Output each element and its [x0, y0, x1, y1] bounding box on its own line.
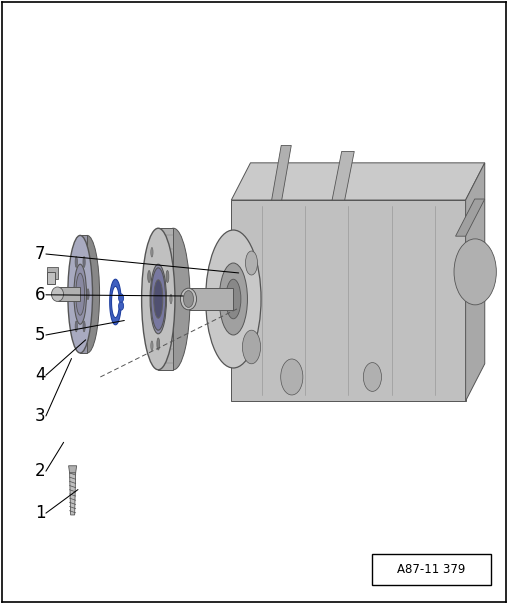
Ellipse shape [151, 341, 153, 350]
Ellipse shape [226, 279, 241, 319]
Polygon shape [466, 163, 485, 401]
Ellipse shape [157, 338, 160, 350]
Ellipse shape [118, 294, 123, 302]
Polygon shape [188, 288, 233, 310]
Ellipse shape [166, 271, 169, 283]
Ellipse shape [219, 263, 247, 335]
Ellipse shape [151, 268, 166, 330]
Ellipse shape [77, 279, 83, 309]
Text: 6: 6 [35, 286, 45, 304]
Bar [47, 272, 55, 284]
Text: 4: 4 [35, 366, 45, 384]
Ellipse shape [68, 236, 92, 353]
Polygon shape [80, 236, 87, 353]
Ellipse shape [87, 289, 89, 300]
Ellipse shape [75, 257, 77, 268]
Ellipse shape [74, 264, 86, 324]
Ellipse shape [75, 236, 100, 353]
Ellipse shape [142, 228, 175, 370]
Ellipse shape [363, 362, 382, 391]
Polygon shape [231, 163, 485, 200]
Ellipse shape [83, 321, 85, 332]
Ellipse shape [148, 271, 150, 283]
Ellipse shape [245, 251, 258, 275]
Ellipse shape [71, 289, 74, 300]
Ellipse shape [75, 321, 77, 332]
Ellipse shape [150, 264, 167, 334]
Ellipse shape [51, 287, 64, 301]
Polygon shape [57, 287, 80, 301]
FancyBboxPatch shape [372, 554, 491, 585]
Ellipse shape [206, 230, 261, 368]
Ellipse shape [170, 294, 172, 304]
Text: 2: 2 [35, 462, 45, 480]
Ellipse shape [281, 359, 303, 395]
Polygon shape [272, 146, 291, 200]
Text: 1: 1 [35, 504, 45, 522]
Polygon shape [110, 279, 121, 325]
Text: 7: 7 [35, 245, 45, 263]
Ellipse shape [118, 302, 123, 310]
Text: 3: 3 [35, 407, 45, 425]
Ellipse shape [151, 248, 153, 257]
Ellipse shape [180, 288, 197, 310]
Polygon shape [47, 267, 57, 279]
Ellipse shape [76, 273, 85, 315]
Polygon shape [158, 228, 173, 370]
Ellipse shape [242, 330, 261, 364]
Polygon shape [332, 152, 354, 200]
Text: 5: 5 [35, 326, 45, 344]
Ellipse shape [154, 280, 163, 318]
Polygon shape [231, 200, 466, 401]
Polygon shape [69, 466, 77, 473]
Polygon shape [456, 199, 485, 236]
Ellipse shape [157, 228, 190, 370]
Text: A87-11 379: A87-11 379 [397, 563, 466, 576]
Ellipse shape [83, 257, 85, 268]
Polygon shape [70, 473, 76, 515]
Ellipse shape [183, 291, 194, 307]
Ellipse shape [454, 239, 496, 305]
